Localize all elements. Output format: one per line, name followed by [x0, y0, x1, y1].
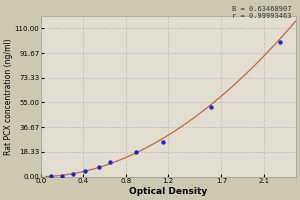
Y-axis label: Rat PCX concentration (ng/ml): Rat PCX concentration (ng/ml) — [4, 38, 13, 155]
Point — [208, 105, 213, 108]
Point — [160, 140, 165, 143]
Text: B = 0.63468907
r = 0.99993463: B = 0.63468907 r = 0.99993463 — [232, 6, 291, 19]
Point — [70, 172, 75, 176]
Point — [97, 165, 102, 168]
Point — [278, 40, 282, 43]
Point — [107, 160, 112, 163]
X-axis label: Optical Density: Optical Density — [129, 187, 207, 196]
Point — [134, 150, 139, 153]
Point — [83, 169, 88, 172]
Point — [60, 174, 64, 177]
Point — [49, 175, 54, 178]
